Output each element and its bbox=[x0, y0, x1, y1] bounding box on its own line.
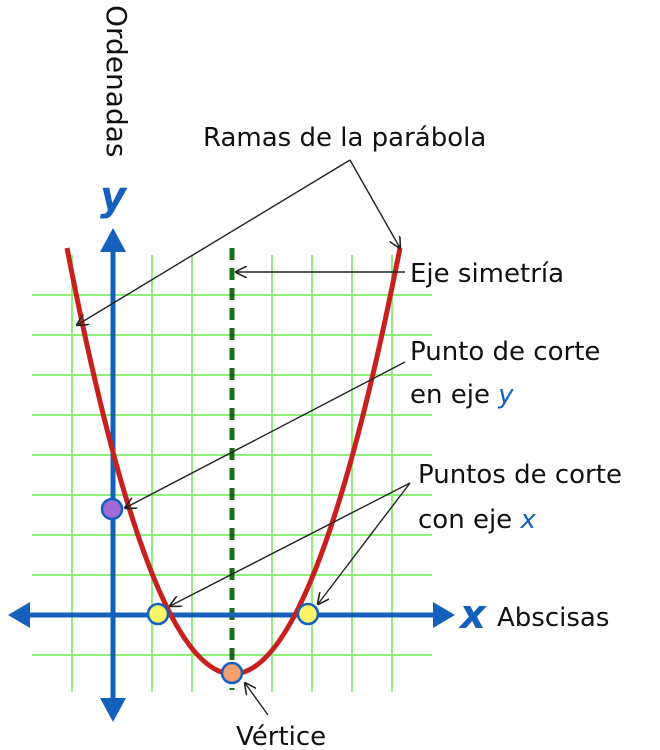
symmetry-axis-label: Eje simetría bbox=[410, 259, 564, 289]
x-axis-letter: x bbox=[458, 592, 487, 638]
arrow-x-intercept-left bbox=[170, 482, 411, 606]
pointer-arrows bbox=[77, 159, 411, 716]
vertex-point bbox=[220, 661, 244, 685]
arrow-branch-right bbox=[349, 159, 400, 248]
x-axis bbox=[8, 602, 455, 628]
ordinate-axis-label: Ordenadas bbox=[100, 5, 133, 157]
vertex-label: Vértice bbox=[236, 722, 326, 750]
x-intercepts-label-line2: con eje x bbox=[418, 505, 536, 535]
x-intercept-point-right bbox=[296, 602, 320, 626]
y-intercept-label-var: y bbox=[497, 380, 514, 410]
y-intercept-label-line2: en eje y bbox=[410, 380, 514, 410]
arrow-y-intercept bbox=[125, 361, 406, 508]
x-intercepts-label-line1: Puntos de corte bbox=[418, 460, 622, 490]
y-intercept-label-prefix: en eje bbox=[410, 380, 490, 410]
branches-label: Ramas de la parábola bbox=[203, 123, 486, 153]
x-intercept-point-left bbox=[146, 602, 170, 626]
y-axis bbox=[100, 228, 126, 722]
y-axis-letter: y bbox=[100, 174, 128, 220]
y-intercept-point bbox=[100, 497, 124, 521]
abscissa-axis-label: Abscisas bbox=[497, 603, 609, 633]
x-intercepts-label-prefix: con eje bbox=[418, 505, 512, 535]
y-intercept-label-line1: Punto de corte bbox=[410, 337, 600, 367]
arrow-x-intercept-right bbox=[318, 482, 411, 604]
x-intercepts-label-var: x bbox=[519, 505, 536, 535]
arrow-branch-left bbox=[77, 159, 351, 325]
arrow-vertex bbox=[245, 683, 269, 716]
